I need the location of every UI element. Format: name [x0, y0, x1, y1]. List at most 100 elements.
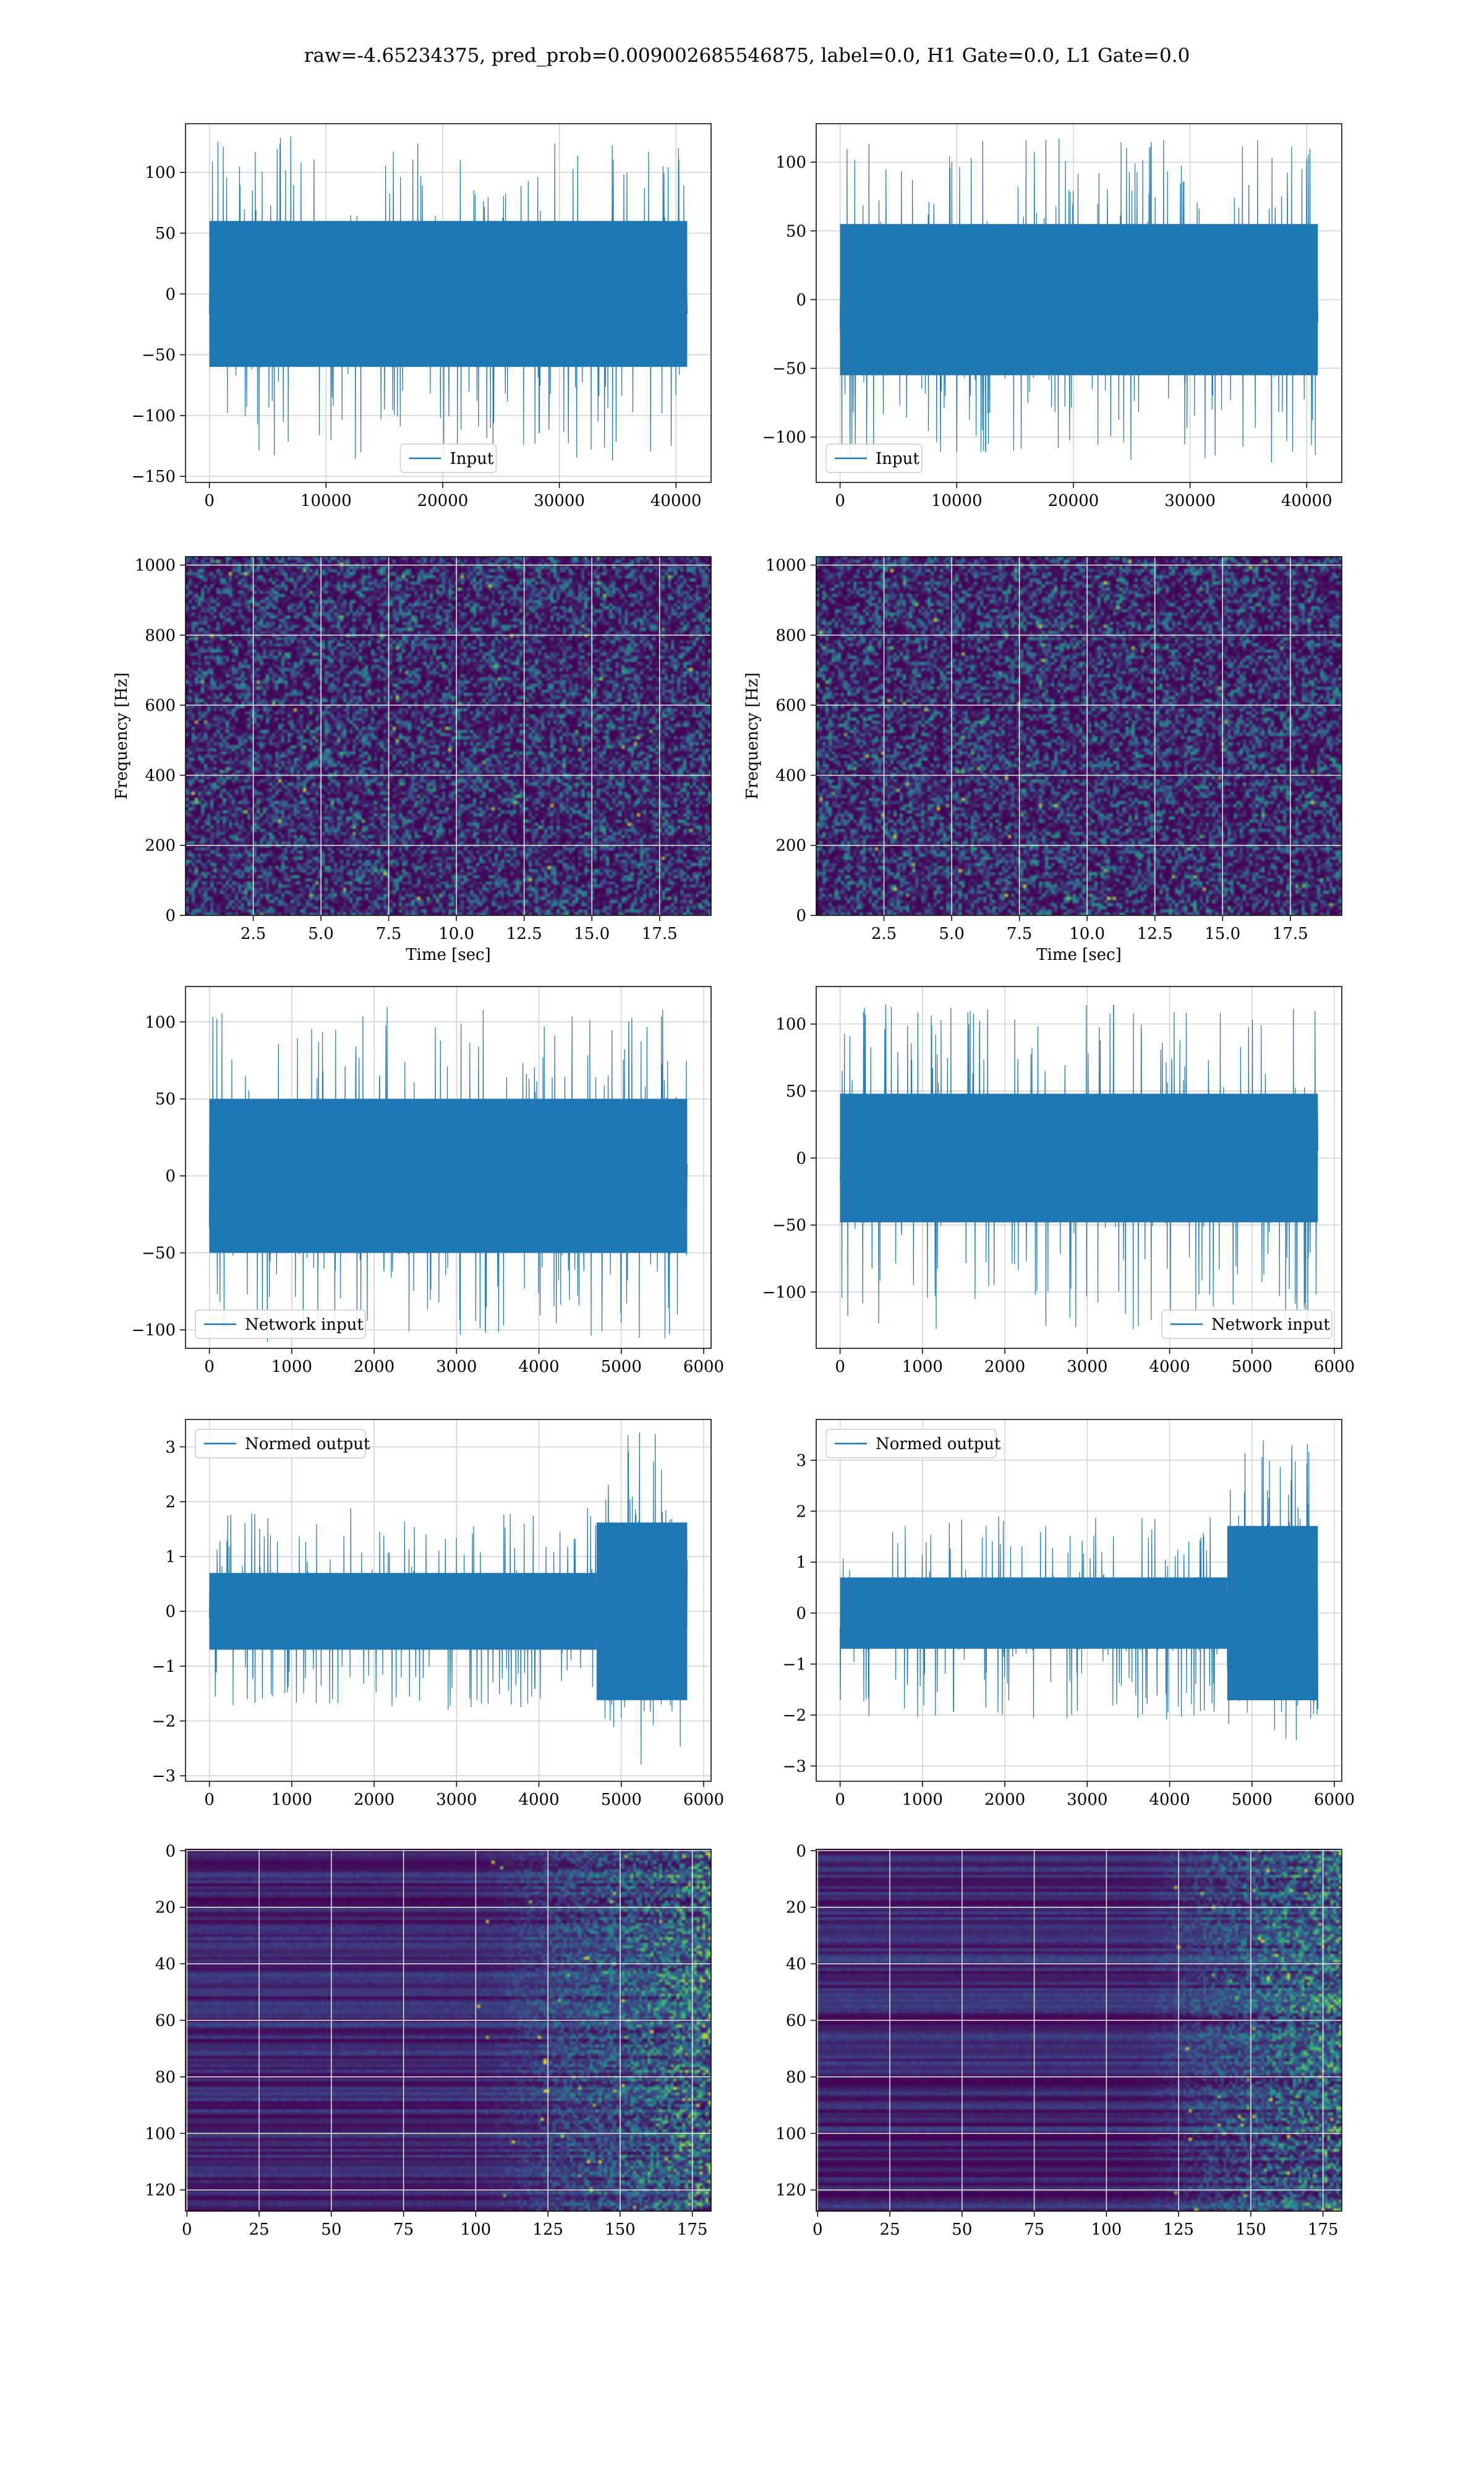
x-tick-label: 6000: [683, 1358, 724, 1376]
y-tick-label: 0: [165, 1603, 176, 1621]
y-tick-label: 50: [155, 1090, 176, 1109]
y-tick-label: 1: [796, 1554, 806, 1572]
y-tick-label: 1000: [135, 557, 176, 575]
y-tick-label: 50: [155, 225, 176, 243]
x-tick-label: 2000: [354, 1791, 394, 1809]
y-tick-label: 60: [155, 2012, 176, 2031]
x-tick-label: 0: [835, 1791, 845, 1809]
y-tick-label: 0: [796, 291, 806, 309]
y-tick-label: −50: [142, 1244, 176, 1263]
x-axis-label: Time [sec]: [1036, 946, 1122, 964]
y-tick-label: 120: [145, 2181, 176, 2200]
legend-box: [825, 1429, 997, 1458]
x-tick-label: 15.0: [574, 925, 610, 943]
y-tick-label: 1: [165, 1548, 176, 1567]
legend: Input: [399, 443, 497, 473]
legend-label: Network input: [1211, 1316, 1330, 1334]
legend: Network input: [195, 1309, 366, 1339]
legend-label: Normed output: [876, 1435, 1001, 1453]
legend-box: [399, 443, 497, 473]
axes-frame: [816, 1849, 1342, 2212]
y-tick-label: −50: [142, 346, 176, 365]
x-tick-label: 17.5: [642, 925, 678, 943]
x-tick-label: 75: [1024, 2220, 1044, 2239]
y-tick-label: −100: [762, 1283, 806, 1302]
x-tick-label: 125: [532, 2220, 563, 2239]
series-core-band: [209, 1098, 688, 1253]
y-tick-label: 600: [775, 696, 806, 715]
y-tick-label: 20: [155, 1899, 176, 1917]
x-tick-label: 30000: [534, 492, 585, 510]
y-axis-label: Frequency [Hz]: [743, 672, 762, 800]
subplot-l1-input: 0 10000 20000 30000 40000 −100 −50 0 50 100 Input: [762, 123, 1342, 510]
series-core-band: [209, 1573, 597, 1650]
axes-frame: [816, 556, 1342, 916]
y-tick-label: 80: [786, 2068, 806, 2087]
series-core-band-late: [596, 1522, 688, 1700]
y-tick-label: −3: [152, 1767, 176, 1786]
subplot-l1-spectrogram: 2.5 5.0 7.5 10.0 12.5 15.0 17.5 0 200 400 600 800 10…: [743, 556, 1342, 964]
y-tick-label: −50: [772, 1217, 806, 1235]
subplot-l1-network-input: 0 1000 2000 3000 4000 5000 6000 −100 −50 0 50 100 Ne…: [762, 986, 1355, 1376]
series-core-band: [840, 1577, 1227, 1649]
legend-box: [195, 1429, 366, 1458]
subplot-l1-feature-map: 0 25 50 75 100 125 150 175 0 20 40 60 80 100 120: [775, 1842, 1342, 2239]
y-tick-label: 100: [775, 153, 806, 172]
series-core-band-late: [1227, 1526, 1318, 1700]
x-tick-label: 0: [204, 492, 215, 510]
x-tick-label: 4000: [518, 1791, 559, 1809]
legend-label: Input: [450, 450, 494, 468]
x-tick-label: 17.5: [1273, 925, 1308, 943]
x-tick-label: 7.5: [1007, 925, 1032, 943]
y-tick-label: 800: [145, 627, 176, 645]
x-tick-label: 100: [461, 2220, 492, 2239]
y-tick-label: 0: [165, 1167, 176, 1186]
x-tick-label: 2000: [984, 1358, 1025, 1376]
y-tick-label: 200: [145, 837, 176, 855]
x-tick-label: 125: [1163, 2220, 1194, 2239]
y-tick-label: 50: [786, 222, 806, 241]
legend-box: [825, 443, 923, 473]
x-tick-label: 7.5: [376, 925, 401, 943]
x-tick-label: 5000: [601, 1791, 642, 1809]
y-tick-label: 2: [165, 1493, 176, 1512]
legend-label: Normed output: [245, 1435, 370, 1453]
x-tick-label: 3000: [1067, 1358, 1107, 1376]
y-tick-label: 2: [796, 1502, 806, 1521]
x-tick-label: 6000: [1314, 1791, 1355, 1809]
x-tick-label: 30000: [1164, 492, 1216, 510]
x-tick-label: 20000: [417, 492, 469, 510]
y-tick-label: 20: [786, 1899, 806, 1917]
x-tick-label: 12.5: [1137, 925, 1173, 943]
y-axis-label: Frequency [Hz]: [113, 672, 131, 800]
x-tick-label: 75: [393, 2220, 414, 2239]
spectrogram-image: [186, 557, 711, 915]
x-axis-label: Time [sec]: [406, 946, 491, 964]
y-tick-label: 200: [775, 837, 806, 855]
y-tick-label: 50: [786, 1082, 806, 1101]
y-tick-label: 100: [145, 164, 176, 182]
x-tick-label: 0: [812, 2220, 823, 2239]
y-tick-label: −50: [772, 360, 806, 379]
y-tick-label: −100: [762, 429, 806, 447]
legend-box: [195, 1309, 366, 1339]
y-tick-label: 0: [165, 907, 176, 925]
x-tick-label: 3000: [436, 1791, 477, 1809]
y-tick-label: 0: [165, 285, 176, 304]
x-tick-label: 3000: [1067, 1791, 1107, 1809]
x-tick-label: 10000: [301, 492, 352, 510]
x-tick-label: 1000: [902, 1791, 943, 1809]
axes-frame: [816, 1419, 1342, 1782]
y-tick-label: −150: [132, 468, 176, 486]
x-tick-label: 50: [321, 2220, 341, 2239]
y-tick-label: 800: [775, 627, 806, 645]
y-tick-label: 600: [145, 696, 176, 715]
y-tick-label: −100: [132, 407, 176, 426]
x-tick-label: 1000: [902, 1358, 943, 1376]
subplot-h1-feature-map: 0 25 50 75 100 125 150 175 0 20 40 60 80 100 120: [145, 1842, 712, 2239]
y-tick-label: −2: [783, 1706, 806, 1725]
y-tick-label: 40: [155, 1955, 176, 1974]
x-tick-label: 5.0: [308, 925, 333, 943]
spectrogram-image: [816, 557, 1342, 915]
x-tick-label: 2000: [984, 1791, 1025, 1809]
